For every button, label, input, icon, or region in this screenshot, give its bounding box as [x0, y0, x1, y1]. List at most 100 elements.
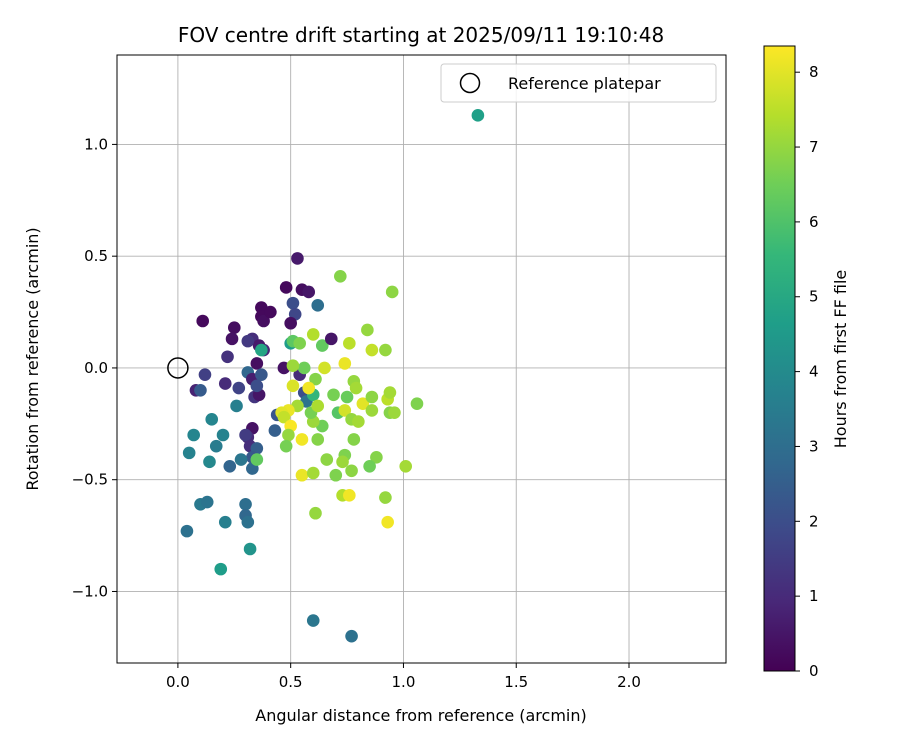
data-point [343, 337, 356, 350]
data-point [241, 334, 255, 348]
data-point [309, 506, 322, 520]
data-point [379, 491, 392, 504]
colorbar-tick-label: 4 [809, 363, 819, 381]
colorbar-tick-label: 0 [809, 662, 819, 680]
colorbar-tick-label: 6 [809, 213, 819, 231]
data-point [232, 381, 246, 395]
data-point [255, 343, 268, 357]
data-point [318, 361, 331, 375]
data-point [343, 489, 356, 502]
data-point [250, 357, 264, 370]
data-point [365, 343, 379, 357]
data-points [180, 109, 485, 643]
data-point [311, 433, 325, 446]
data-point [205, 413, 219, 426]
data-point [180, 524, 194, 538]
data-point [381, 515, 394, 529]
y-axis-label: Rotation from reference (arcmin) [23, 227, 42, 490]
data-point [370, 451, 383, 464]
data-point [264, 305, 277, 319]
colorbar-ticks: 0 1 2 3 4 5 6 7 8 [795, 63, 819, 680]
data-point [218, 377, 232, 390]
data-point [345, 464, 358, 478]
colorbar [763, 45, 796, 672]
data-point [363, 459, 376, 473]
data-point [324, 332, 338, 346]
x-tick-label: 0.0 [166, 673, 190, 691]
y-axis-ticks: −1.0 −0.5 0.0 0.5 1.0 [72, 135, 117, 600]
data-point [334, 269, 347, 283]
data-point [340, 390, 354, 404]
colorbar-tick-label: 1 [809, 587, 819, 605]
data-point [279, 281, 293, 294]
data-point [361, 323, 374, 337]
data-point [239, 497, 252, 511]
legend: Reference platepar [440, 63, 717, 103]
data-point [286, 296, 300, 310]
data-point [352, 415, 365, 428]
data-point [255, 368, 268, 381]
data-point [388, 406, 401, 419]
colorbar-tick-label: 5 [809, 288, 819, 306]
data-point [209, 439, 223, 453]
y-tick-label: −0.5 [72, 471, 108, 489]
data-point [182, 446, 196, 460]
data-point [306, 328, 320, 341]
data-point [345, 629, 358, 643]
data-point [306, 614, 320, 627]
data-point [329, 468, 343, 482]
data-point [227, 321, 241, 335]
data-point [291, 252, 304, 265]
y-tick-label: −1.0 [72, 582, 108, 600]
data-point [302, 285, 316, 299]
data-point [471, 109, 485, 122]
chart-title: FOV centre drift starting at 2025/09/11 … [178, 23, 664, 47]
data-point [279, 439, 293, 453]
data-point [383, 386, 397, 399]
data-point [286, 379, 300, 393]
y-tick-label: 1.0 [84, 135, 108, 153]
x-tick-label: 2.0 [617, 673, 641, 691]
data-point [282, 428, 295, 442]
data-point [216, 428, 230, 442]
x-tick-label: 1.5 [504, 673, 528, 691]
data-point [225, 332, 239, 346]
data-point [356, 397, 370, 411]
data-point [257, 314, 270, 328]
plot-frame [116, 54, 727, 664]
colorbar-label: Hours from first FF file [831, 270, 850, 449]
data-point [198, 368, 212, 381]
grid [117, 55, 726, 663]
data-point [234, 453, 248, 466]
colorbar-tick-label: 8 [809, 63, 819, 81]
data-point [295, 468, 309, 482]
data-point [268, 424, 282, 437]
data-point [295, 433, 309, 446]
x-tick-label: 1.0 [392, 673, 416, 691]
colorbar-tick-label: 3 [809, 437, 819, 455]
data-point [338, 404, 352, 417]
data-point [218, 515, 232, 529]
data-point [306, 466, 320, 480]
colorbar-tick-label: 2 [809, 512, 819, 530]
data-point [230, 399, 243, 413]
data-point [320, 453, 334, 466]
x-tick-label: 0.5 [279, 673, 303, 691]
data-point [284, 316, 297, 330]
data-point [410, 397, 424, 411]
legend-entry: Reference platepar [508, 74, 661, 93]
x-axis-ticks: 0.0 0.5 1.0 1.5 2.0 [166, 663, 641, 691]
data-point [302, 381, 316, 395]
x-axis-label: Angular distance from reference (arcmin) [255, 706, 586, 725]
colorbar-tick-label: 7 [809, 138, 819, 156]
data-point [250, 453, 264, 466]
data-point [241, 515, 255, 529]
data-point [309, 372, 322, 386]
legend-box [440, 63, 717, 103]
data-point [399, 459, 413, 473]
y-tick-label: 0.5 [84, 247, 108, 265]
data-point [336, 455, 349, 469]
data-point [349, 381, 363, 395]
data-point [347, 433, 361, 446]
